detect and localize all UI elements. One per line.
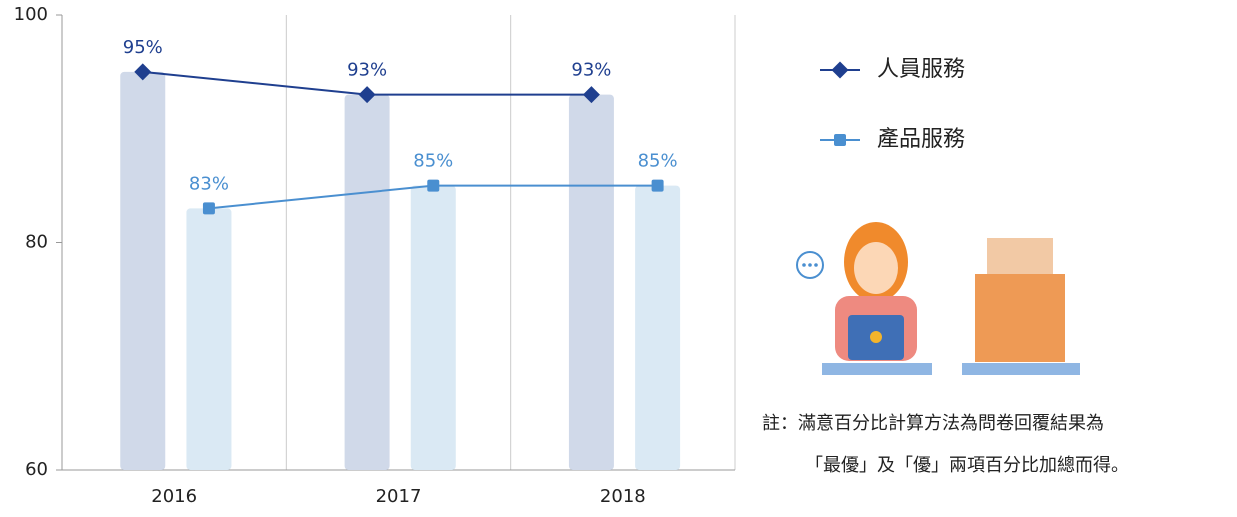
value-label: 85%: [638, 151, 678, 172]
marker: [202, 202, 215, 215]
legend-marker: [831, 61, 849, 79]
legend-label: 產品服務: [877, 127, 965, 152]
y-tick-label: 60: [25, 459, 48, 480]
bar: [635, 185, 681, 470]
x-tick-label: 2018: [600, 486, 646, 507]
bar: [186, 208, 232, 470]
marker: [134, 63, 152, 81]
x-tick-label: 2017: [376, 486, 422, 507]
value-label: 85%: [413, 151, 453, 172]
note-line: 註：滿意百分比計算方法為問卷回覆結果為: [762, 413, 1104, 434]
marker: [427, 179, 440, 192]
x-tick-label: 2016: [151, 486, 197, 507]
bar: [410, 185, 456, 470]
bar: [120, 71, 166, 470]
y-tick-label: 100: [14, 4, 48, 25]
bar: [344, 94, 390, 470]
value-label: 93%: [347, 60, 387, 81]
legend-marker: [834, 134, 846, 146]
marker: [358, 86, 376, 104]
marker: [651, 179, 664, 192]
legend-label: 人員服務: [877, 57, 965, 82]
y-tick-label: 80: [25, 232, 48, 253]
note-line: 「最優」及「優」兩項百分比加總而得。: [805, 455, 1129, 476]
value-label: 95%: [123, 37, 163, 58]
marker: [582, 86, 600, 104]
value-label: 83%: [189, 173, 229, 194]
value-label: 93%: [571, 60, 611, 81]
illustration: [796, 222, 1080, 375]
bar: [568, 94, 614, 470]
